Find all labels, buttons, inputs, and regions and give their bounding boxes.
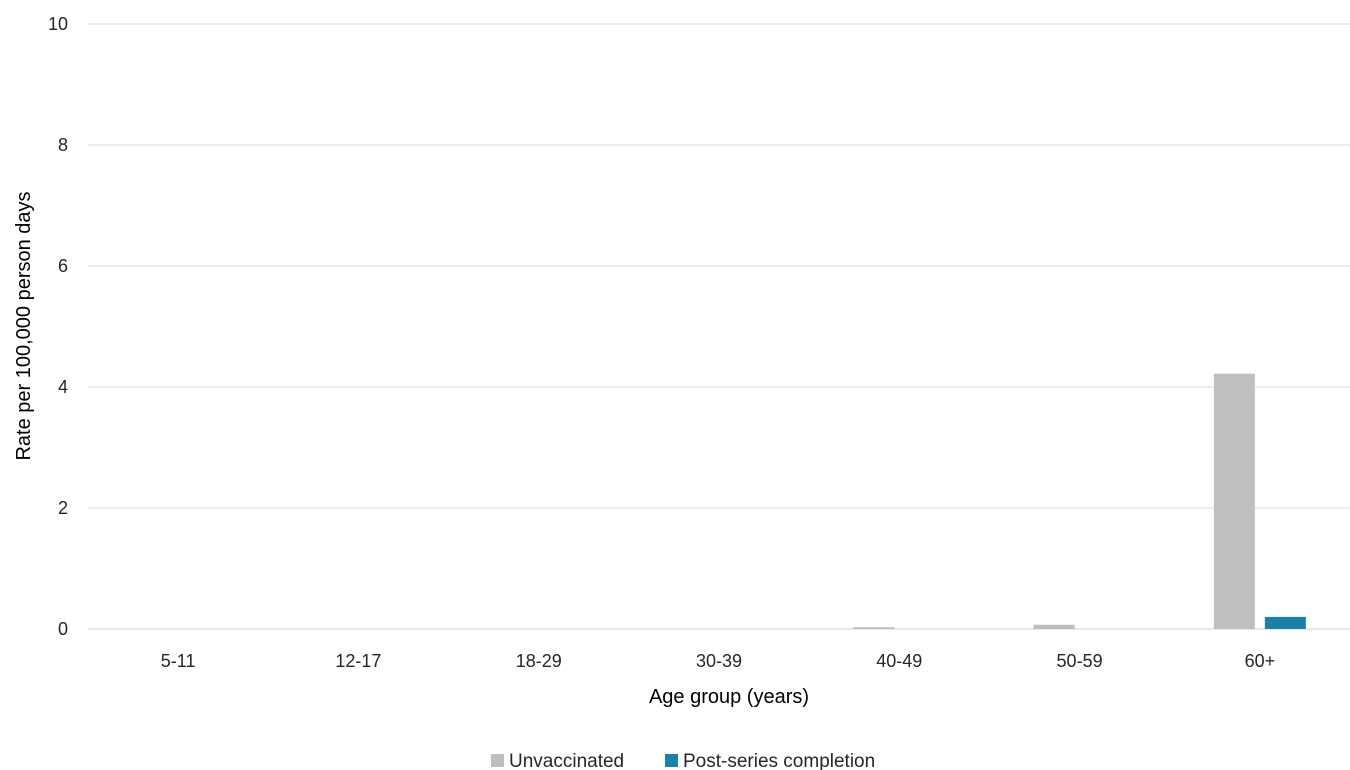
legend-label: Post-series completion — [683, 751, 875, 770]
y-tick-label: 4 — [58, 377, 68, 397]
legend-swatch — [491, 754, 504, 767]
x-tick-label: 5-11 — [161, 651, 196, 671]
x-tick-label: 12-17 — [335, 651, 381, 671]
x-tick-label: 50-59 — [1057, 651, 1103, 671]
legend-swatch — [665, 754, 678, 767]
y-axis-title: Rate per 100,000 person days — [13, 191, 35, 460]
legend: Unvaccinated Post-series completion — [491, 751, 875, 770]
x-tick-labels: 5-11 12-17 18-29 30-39 40-49 50-59 60+ — [161, 651, 1275, 671]
bar-unvaccinated — [1033, 624, 1075, 629]
gridlines — [88, 23, 1350, 630]
bars — [853, 373, 1306, 629]
x-tick-label: 18-29 — [516, 651, 562, 671]
y-tick-label: 10 — [48, 14, 68, 34]
y-tick-label: 0 — [58, 619, 68, 639]
bar-unvaccinated — [1213, 373, 1255, 629]
y-tick-label: 8 — [58, 135, 68, 155]
x-axis-title: Age group (years) — [649, 686, 809, 708]
x-tick-label: 30-39 — [696, 651, 742, 671]
x-tick-label: 40-49 — [876, 651, 922, 671]
x-tick-label: 60+ — [1245, 651, 1276, 671]
bar-post-series-completion — [1264, 616, 1306, 629]
y-tick-label: 6 — [58, 256, 68, 276]
y-tick-label: 2 — [58, 498, 68, 518]
y-tick-labels: 0 2 4 6 8 10 — [48, 14, 68, 639]
bar-unvaccinated — [853, 627, 895, 629]
legend-label: Unvaccinated — [509, 751, 624, 770]
